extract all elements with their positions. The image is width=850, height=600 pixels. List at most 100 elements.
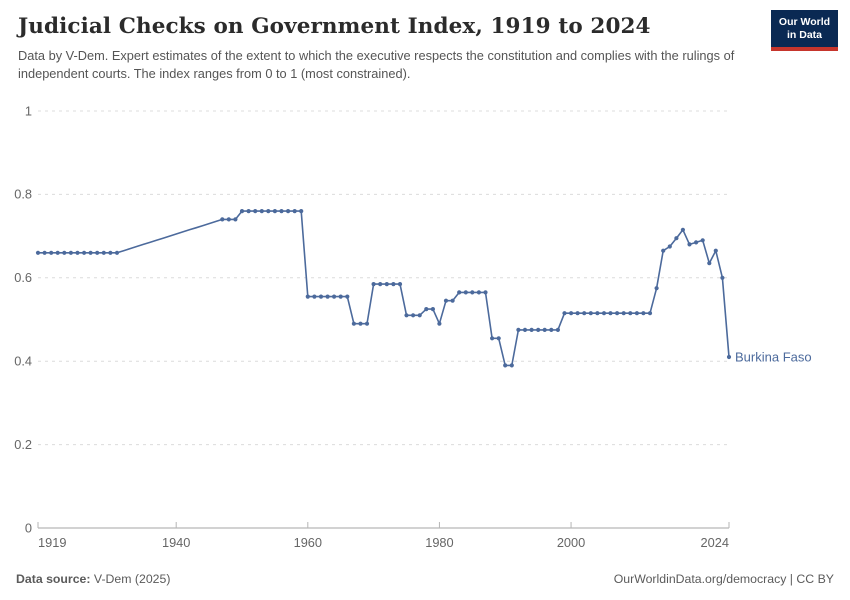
data-point[interactable] [378,282,383,287]
data-point[interactable] [509,363,514,368]
data-point[interactable] [62,250,67,255]
data-point[interactable] [364,321,370,326]
data-point[interactable] [694,240,699,245]
data-point[interactable] [338,294,343,299]
data-point[interactable] [292,209,297,214]
data-point[interactable] [95,250,100,255]
data-point[interactable] [88,250,93,255]
data-point[interactable] [49,250,54,255]
data-point[interactable] [647,311,653,316]
data-point[interactable] [621,311,626,316]
data-point[interactable] [457,290,462,295]
y-tick-label: 0.2 [14,437,32,452]
data-point[interactable] [35,250,41,255]
data-point[interactable] [305,294,310,299]
data-point[interactable] [114,250,120,255]
data-point[interactable] [555,327,561,332]
data-point[interactable] [286,209,291,214]
data-point[interactable] [542,327,547,332]
data-point[interactable] [700,238,705,243]
data-point[interactable] [713,248,718,253]
data-point[interactable] [582,311,587,316]
data-point[interactable] [371,282,376,287]
data-point[interactable] [536,327,541,332]
data-point[interactable] [332,294,337,299]
data-point[interactable] [259,209,264,214]
data-point[interactable] [443,298,449,303]
data-point[interactable] [463,290,468,295]
data-point[interactable] [424,307,429,312]
data-point[interactable] [266,209,271,214]
data-point[interactable] [529,327,534,332]
data-point[interactable] [549,327,554,332]
data-point[interactable] [654,286,659,291]
data-point[interactable] [253,209,258,214]
data-point[interactable] [55,250,60,255]
data-point[interactable] [726,354,732,360]
data-point[interactable] [595,311,600,316]
data-point[interactable] [503,363,508,368]
data-point[interactable] [312,294,317,299]
data-point[interactable] [226,217,231,222]
data-point[interactable] [608,311,613,316]
x-tick-label: 2000 [557,535,585,550]
data-point[interactable] [628,311,633,316]
data-point[interactable] [575,311,580,316]
data-point[interactable] [562,311,567,316]
data-point[interactable] [246,209,251,214]
data-point[interactable] [384,282,389,287]
data-point[interactable] [325,294,330,299]
data-point[interactable] [680,227,686,232]
data-point[interactable] [483,290,488,295]
data-point[interactable] [661,248,666,253]
data-point[interactable] [430,307,435,312]
data-point[interactable] [601,311,607,316]
data-point[interactable] [615,311,620,316]
data-point[interactable] [450,298,455,303]
data-point[interactable] [437,321,442,326]
data-point[interactable] [233,217,238,222]
data-point[interactable] [634,311,640,316]
data-point[interactable] [220,217,225,222]
data-point[interactable] [397,282,403,287]
data-point[interactable] [687,242,692,247]
entity-label: Burkina Faso [735,350,812,365]
y-gridlines [38,110,729,529]
data-point[interactable] [667,244,672,249]
data-point[interactable] [476,290,481,295]
data-point[interactable] [272,209,277,214]
x-tick-label: 1940 [162,535,190,550]
data-point[interactable] [351,321,356,326]
data-point[interactable] [391,282,396,287]
data-point[interactable] [490,336,495,341]
data-point[interactable] [299,209,304,214]
data-point[interactable] [470,290,475,295]
data-point[interactable] [279,209,284,214]
data-point[interactable] [707,261,712,266]
data-point[interactable] [588,311,593,316]
data-point[interactable] [674,236,679,241]
data-point[interactable] [101,250,106,255]
footer-link[interactable]: OurWorldinData.org/democracy | CC BY [613,572,834,586]
owid-logo[interactable]: Our World in Data [771,10,838,51]
data-point[interactable] [318,294,324,299]
data-point[interactable] [404,313,409,318]
data-point[interactable] [75,250,80,255]
data-point[interactable] [516,327,521,332]
owid-logo-line2: in Data [786,28,822,41]
data-point[interactable] [417,313,422,318]
data-point[interactable] [42,250,47,255]
data-point[interactable] [68,250,73,255]
data-point[interactable] [82,250,87,255]
data-point[interactable] [239,209,245,214]
data-point[interactable] [720,275,725,280]
data-point[interactable] [345,294,350,299]
data-point[interactable] [522,327,528,332]
data-point[interactable] [411,313,416,318]
data-point[interactable] [108,250,113,255]
data-point[interactable] [569,311,574,316]
data-point[interactable] [358,321,363,326]
data-point[interactable] [641,311,646,316]
data-point[interactable] [496,336,501,341]
